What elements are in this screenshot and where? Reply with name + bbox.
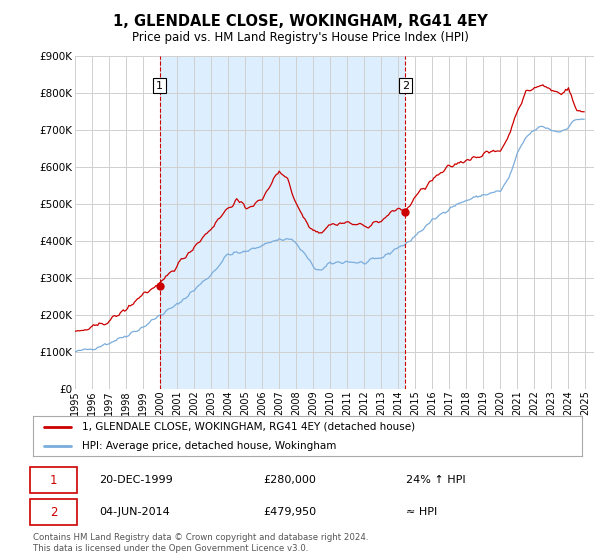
Text: 2: 2 — [50, 506, 58, 519]
Text: £479,950: £479,950 — [263, 507, 317, 517]
Text: Price paid vs. HM Land Registry's House Price Index (HPI): Price paid vs. HM Land Registry's House … — [131, 31, 469, 44]
Text: 1: 1 — [156, 81, 163, 91]
Text: HPI: Average price, detached house, Wokingham: HPI: Average price, detached house, Woki… — [82, 441, 337, 451]
Text: 1, GLENDALE CLOSE, WOKINGHAM, RG41 4EY: 1, GLENDALE CLOSE, WOKINGHAM, RG41 4EY — [113, 14, 487, 29]
Text: 20-DEC-1999: 20-DEC-1999 — [99, 475, 173, 485]
Text: 2: 2 — [402, 81, 409, 91]
Text: 1, GLENDALE CLOSE, WOKINGHAM, RG41 4EY (detached house): 1, GLENDALE CLOSE, WOKINGHAM, RG41 4EY (… — [82, 422, 416, 432]
FancyBboxPatch shape — [30, 467, 77, 493]
Text: 1: 1 — [50, 474, 58, 487]
Bar — [160, 56, 406, 389]
Text: ≈ HPI: ≈ HPI — [406, 507, 437, 517]
Text: 04-JUN-2014: 04-JUN-2014 — [99, 507, 170, 517]
Text: 24% ↑ HPI: 24% ↑ HPI — [406, 475, 466, 485]
FancyBboxPatch shape — [30, 499, 77, 525]
Text: Contains HM Land Registry data © Crown copyright and database right 2024.
This d: Contains HM Land Registry data © Crown c… — [33, 533, 368, 553]
Text: £280,000: £280,000 — [263, 475, 316, 485]
